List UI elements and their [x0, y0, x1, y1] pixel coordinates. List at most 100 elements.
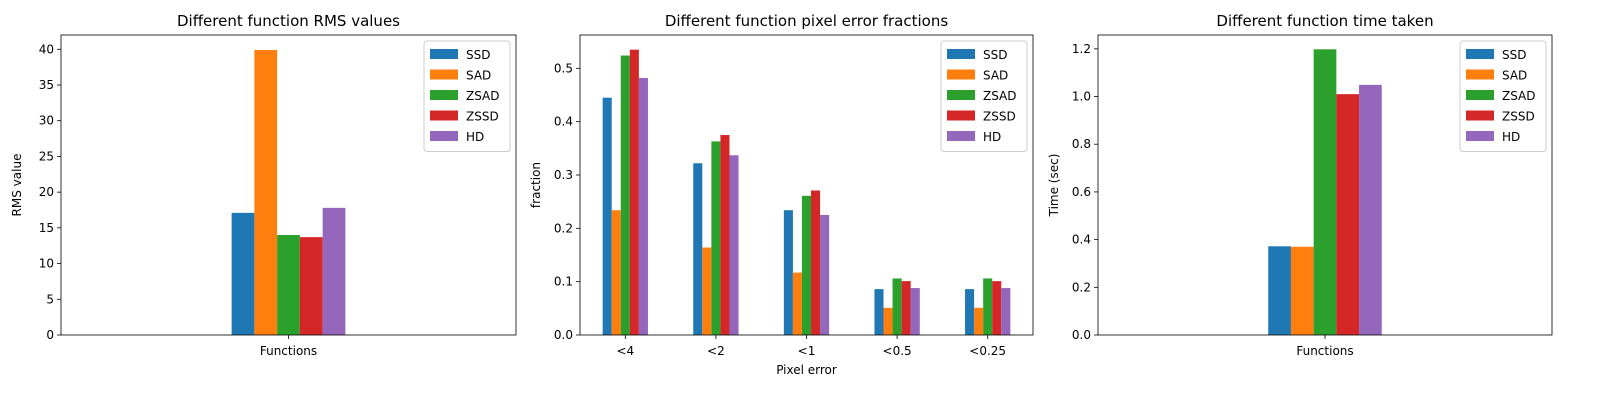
legend-swatch-hd [1466, 131, 1494, 141]
y-tick-label: 1.0 [1072, 90, 1091, 104]
bar-zssd-1 [811, 190, 821, 335]
y-tick-label: 20 [39, 185, 54, 199]
y-axis-ticks: 0.0 0.1 0.2 0.3 0.4 0.5 [554, 61, 580, 342]
legend-swatch-zsad [947, 90, 975, 100]
x-tick-label: <2 [707, 344, 725, 358]
y-tick-label: 5 [46, 292, 54, 306]
bar-zsad-1 [801, 195, 812, 335]
x-tick-label: Functions [1296, 344, 1353, 358]
y-tick-label: 40 [39, 42, 54, 56]
bar-zssd-4 [629, 49, 639, 336]
y-tick-label: 0.6 [1072, 185, 1091, 199]
legend-label-ssd: SSD [1502, 48, 1526, 62]
legend-label-sad: SAD [1502, 69, 1527, 83]
legend-label-zssd: ZSSD [1502, 110, 1535, 124]
bar-sad-0-5 [883, 307, 893, 335]
legend-label-zssd: ZSSD [983, 110, 1016, 124]
legend: SSD SAD ZSAD ZSSD HD [940, 40, 1028, 152]
bar-sad-0-25 [974, 307, 984, 335]
y-tick-label: 0.4 [1072, 233, 1091, 247]
y-axis-label: fraction [529, 162, 543, 208]
y-axis-ticks: 0 5 10 15 20 25 30 35 40 [39, 42, 61, 342]
bar-zssd-functions [1336, 94, 1360, 335]
y-tick-label: 15 [39, 221, 54, 235]
x-axis-label: Pixel error [776, 363, 837, 377]
bar-hd-functions [1359, 84, 1382, 335]
x-tick-label: <0.25 [969, 344, 1006, 358]
legend-swatch-zssd [430, 110, 458, 121]
bar-hd-1 [820, 215, 830, 335]
bar-sad-2 [702, 247, 712, 335]
y-tick-label: 0 [46, 328, 54, 342]
pixel-error-fractions-chart: 0.0 0.1 0.2 0.3 0.4 0.5 <4 <2 <1 <0.5 <0.25 Differe… [529, 12, 1034, 377]
legend-swatch-hd [430, 131, 458, 141]
y-tick-label: 10 [39, 257, 54, 271]
bar-sad-functions [1290, 246, 1314, 335]
bar-hd-0-5 [910, 288, 920, 335]
y-tick-label: 0.2 [1072, 280, 1091, 294]
x-tick-label: Functions [260, 344, 317, 358]
y-tick-label: 25 [39, 149, 54, 163]
bar-ssd-0-25 [965, 289, 975, 335]
bar-ssd-0-5 [874, 289, 884, 335]
legend-swatch-hd [947, 131, 975, 141]
bar-zssd-2 [720, 135, 730, 335]
legend: SSD SAD ZSAD ZSSD HD [1459, 40, 1547, 152]
chart-title: Different function time taken [1216, 12, 1433, 30]
legend-label-hd: HD [1502, 130, 1520, 144]
y-axis-label: RMS value [10, 154, 24, 217]
y-tick-label: 0.8 [1072, 137, 1091, 151]
y-tick-label: 0.3 [554, 168, 573, 182]
y-tick-label: 0.0 [554, 328, 573, 342]
x-axis-ticks: Functions [1296, 335, 1354, 358]
y-tick-label: 0.5 [554, 61, 573, 75]
legend-swatch-zssd [947, 110, 975, 121]
x-tick-label: <1 [798, 344, 816, 358]
y-tick-label: 0.4 [554, 115, 573, 129]
legend-box [1459, 40, 1547, 152]
legend-swatch-sad [947, 69, 975, 80]
legend-box [940, 40, 1028, 152]
bar-zssd-functions [299, 237, 323, 335]
legend-swatch-ssd [1466, 49, 1494, 59]
bars [231, 50, 346, 335]
legend-label-sad: SAD [466, 69, 491, 83]
bar-ssd-1 [783, 210, 793, 335]
bar-sad-1 [792, 272, 802, 335]
bar-zsad-0-25 [983, 278, 993, 335]
legend-swatch-sad [430, 69, 458, 80]
bar-sad-functions [254, 50, 278, 335]
x-tick-label: <4 [616, 344, 634, 358]
legend-swatch-zssd [1466, 110, 1494, 121]
bars [602, 49, 1011, 336]
legend-label-zsad: ZSAD [1502, 89, 1536, 103]
y-axis-label: Time (sec) [1047, 154, 1061, 218]
legend-label-ssd: SSD [983, 48, 1007, 62]
bar-hd-functions [322, 207, 346, 335]
bar-zsad-functions [277, 235, 300, 335]
bar-ssd-4 [602, 97, 612, 336]
x-axis-ticks: Functions [260, 335, 317, 358]
legend-label-ssd: SSD [466, 48, 490, 62]
legend-label-hd: HD [983, 130, 1001, 144]
y-tick-label: 35 [39, 78, 54, 92]
y-tick-label: 0.1 [554, 275, 573, 289]
y-tick-label: 0.2 [554, 221, 573, 235]
bar-zsad-4 [620, 55, 630, 336]
bar-hd-4 [638, 77, 648, 335]
legend-swatch-sad [1466, 69, 1494, 80]
legend-box [423, 40, 511, 152]
bar-zsad-0-5 [892, 278, 902, 335]
bar-hd-2 [729, 155, 739, 335]
bar-zssd-0-5 [901, 281, 911, 335]
legend-swatch-zsad [430, 90, 458, 100]
legend-swatch-ssd [430, 49, 458, 59]
chart-title: Different function RMS values [177, 12, 400, 30]
y-axis-ticks: 0.0 0.2 0.4 0.6 0.8 1.0 1.2 [1072, 42, 1098, 342]
legend-label-zssd: ZSSD [466, 110, 499, 124]
rms-values-chart: 0 5 10 15 20 25 30 35 40 Functions Different funct… [10, 12, 517, 358]
bar-sad-4 [611, 210, 621, 335]
bars [1268, 49, 1382, 336]
bar-zsad-functions [1313, 49, 1337, 336]
